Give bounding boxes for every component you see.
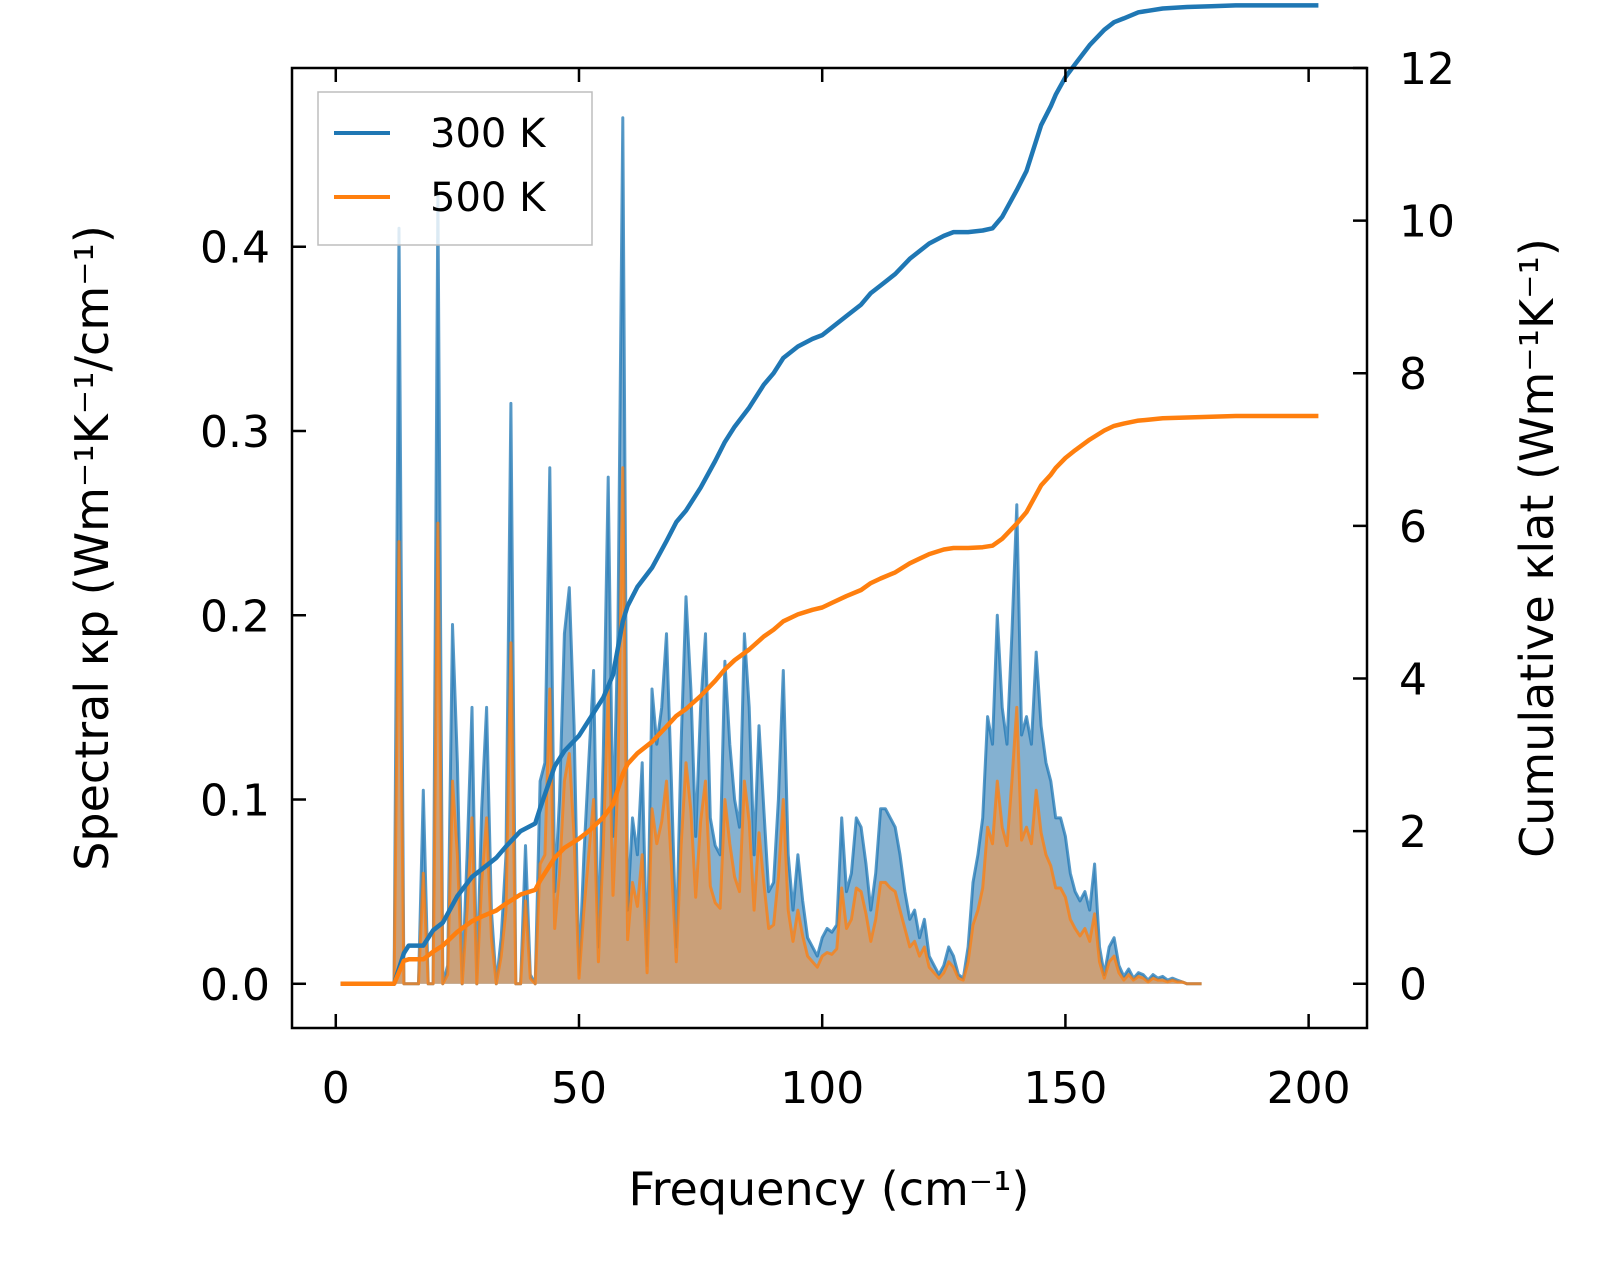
spectral-fills (340, 116, 1202, 986)
cumulative-line-300k (340, 3, 1319, 986)
y-tick-left-label: 0.0 (200, 960, 270, 1011)
legend-label-500k: 500 K (430, 175, 547, 221)
spectral-line-500k (340, 466, 1202, 986)
x-axis-label: Frequency (cm⁻¹) (629, 1162, 1030, 1216)
y-tick-left-label: 0.4 (200, 223, 270, 274)
y-tick-right-label: 4 (1399, 654, 1427, 705)
plot-frame (290, 66, 1369, 1030)
y-tick-right-label: 10 (1399, 197, 1455, 248)
x-tick-label: 150 (1023, 1063, 1107, 1114)
legend-label-300k: 300 K (430, 111, 547, 157)
y-tick-right-label: 0 (1399, 960, 1427, 1011)
y-tick-left-label: 0.1 (200, 776, 270, 827)
data-lines (340, 3, 1319, 986)
x-tick-label: 100 (780, 1063, 864, 1114)
axis-ticks: 0 50 100 150 200 0.0 0.1 0.2 0.3 0.4 0 2 4 6 8 10 12 (200, 44, 1455, 1114)
y-tick-right-label: 8 (1399, 349, 1427, 400)
y-tick-right-label: 2 (1399, 807, 1427, 858)
y-tick-right-label: 12 (1399, 44, 1455, 95)
y-tick-right-label: 6 (1399, 502, 1427, 553)
cumulative-line-500k (340, 413, 1319, 986)
y-tick-left-label: 0.2 (200, 591, 270, 642)
y-tick-left-label: 0.3 (200, 407, 270, 458)
x-tick-label: 200 (1267, 1063, 1351, 1114)
y-axis-left-label: Spectral κp (Wm⁻¹K⁻¹/cm⁻¹) (65, 225, 119, 871)
x-tick-label: 0 (322, 1063, 350, 1114)
legend-box (317, 91, 593, 246)
x-tick-label: 50 (551, 1063, 607, 1114)
y-axis-right-label: Cumulative κlat (Wm⁻¹K⁻¹) (1510, 238, 1564, 858)
legend: 300 K 500 K (317, 91, 593, 246)
